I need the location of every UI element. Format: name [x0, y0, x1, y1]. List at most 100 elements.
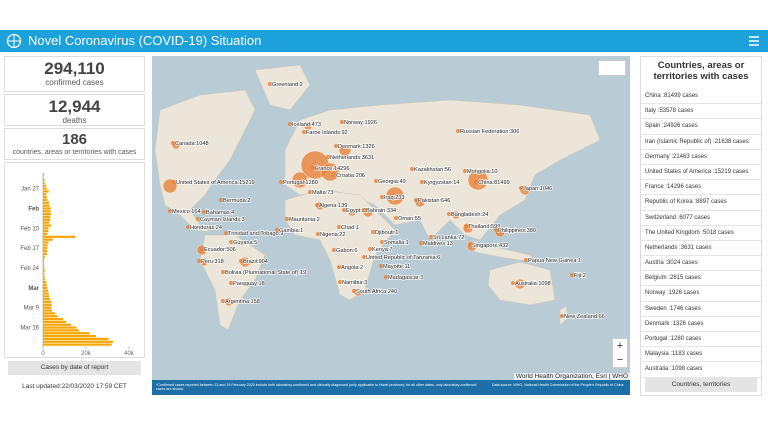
country-row[interactable]: France :14296 cases	[641, 180, 761, 196]
case-dot	[285, 217, 289, 221]
country-row[interactable]: The United Kingdom :5018 cases	[641, 226, 761, 241]
footnote: *Confirmed cases reported between 13 and…	[156, 383, 477, 391]
list-selector[interactable]: Countries, territories	[645, 378, 757, 392]
map-label: New Zealand:66	[564, 314, 605, 320]
y-tick-label: Feb 10	[20, 226, 39, 232]
map-label: Iceland:473	[292, 122, 321, 128]
case-dot	[200, 247, 204, 251]
bar	[43, 300, 52, 304]
menu-button[interactable]	[748, 35, 760, 47]
country-row[interactable]: Switzerland :6077 cases	[641, 211, 761, 226]
map-label: Georgia:49	[378, 179, 406, 185]
map-label: Kazakhstan:56	[414, 167, 451, 173]
chart-selector[interactable]: Cases by date of report	[8, 361, 141, 375]
case-dot	[288, 122, 292, 126]
bar	[43, 264, 45, 267]
map-label: Nigeria:22	[320, 232, 346, 238]
header-title: Novel Coronavirus (COVID-19) Situation	[28, 33, 262, 48]
case-dot	[379, 264, 383, 268]
country-row[interactable]: Republic of Korea :8897 cases	[641, 195, 761, 211]
case-dot	[494, 228, 498, 232]
case-dot	[197, 259, 201, 263]
case-dot	[340, 120, 344, 124]
country-row[interactable]: Denmark :1326 cases	[641, 317, 761, 332]
bar	[43, 255, 45, 258]
x-tick-label: 0	[41, 351, 45, 357]
country-row[interactable]: Malaysia :1183 cases	[641, 347, 761, 363]
bar	[43, 252, 48, 255]
map-label: Gambia:1	[279, 228, 303, 234]
country-row[interactable]: Norway :1926 cases	[641, 286, 761, 302]
map-label: Philippines:380	[498, 228, 536, 234]
bar	[43, 218, 51, 221]
bar	[43, 292, 49, 295]
bar	[43, 249, 48, 253]
map-label: Madagascar:3	[388, 275, 423, 281]
case-dot	[219, 198, 223, 202]
country-row[interactable]: Spain :24926 cases	[641, 119, 761, 135]
bar	[43, 190, 49, 193]
stat-value: 12,944	[48, 97, 101, 116]
case-bubble	[303, 121, 313, 131]
case-dot	[337, 265, 341, 269]
case-dot	[302, 130, 306, 134]
country-row[interactable]: Germany :21463 cases	[641, 150, 761, 165]
x-tick-label: 20k	[81, 351, 92, 357]
map-label: Australia:1098	[515, 281, 551, 287]
map-label: Algeria:139	[319, 203, 347, 209]
case-dot	[202, 210, 206, 214]
case-dot	[362, 208, 366, 212]
case-dot	[229, 240, 233, 244]
map-label: Norway:1926	[344, 120, 377, 126]
who-logo	[6, 33, 22, 49]
map-label: Thailand:599	[468, 224, 500, 230]
case-dot	[463, 169, 467, 173]
country-row[interactable]: Belgium :2815 cases	[641, 271, 761, 287]
case-dot	[419, 241, 423, 245]
case-dot	[456, 129, 460, 133]
bar	[43, 227, 49, 230]
zoom-controls[interactable]: + −	[612, 338, 628, 368]
country-row[interactable]: Iran (Islamic Republic of) :21638 cases	[641, 135, 761, 150]
bar	[43, 176, 44, 179]
country-row[interactable]: China :81499 cases	[641, 89, 761, 105]
map-label: Bahrain:334	[366, 208, 396, 214]
map-tools[interactable]	[598, 60, 626, 76]
case-dot	[229, 281, 233, 285]
country-row[interactable]: United States of America :15219 cases	[641, 165, 761, 181]
country-row[interactable]: Australia :1098 cases	[641, 362, 761, 378]
country-row[interactable]: Austria :3024 cases	[641, 256, 761, 272]
country-row[interactable]: Sweden :1746 cases	[641, 302, 761, 317]
bar	[43, 204, 50, 207]
bar	[43, 198, 48, 202]
stat-box: 186 countries, areas or territories with…	[4, 128, 145, 160]
country-row[interactable]: Netherlands :3631 cases	[641, 241, 761, 257]
bar	[43, 329, 80, 332]
case-dot	[186, 225, 190, 229]
bar	[43, 238, 53, 241]
stat-label: deaths	[62, 116, 87, 125]
case-dot	[468, 243, 472, 247]
map-label: Pakistan:646	[418, 198, 450, 204]
map-label: Bangladesh:24	[451, 212, 488, 218]
map-label: Malta:73	[312, 190, 333, 196]
map-label: Guyana:5	[233, 240, 257, 246]
country-row[interactable]: Italy :53578 cases	[641, 104, 761, 120]
bar	[43, 272, 45, 275]
bar	[43, 289, 48, 292]
landmass	[154, 89, 256, 233]
case-bubble	[451, 210, 461, 220]
case-dot	[168, 209, 172, 213]
map-label: Iraq:233	[384, 195, 405, 201]
map[interactable]: Greenland:2 Iceland:473 Faroe Islands:92 No…	[152, 56, 630, 380]
list-title: Countries, areas or territories with cas…	[653, 60, 749, 82]
country-row[interactable]: Portugal :1280 cases	[641, 332, 761, 348]
case-bubble	[514, 278, 526, 290]
map-label: Ecuador:506	[204, 247, 236, 253]
map-label: France:14296	[315, 166, 350, 172]
case-dot	[560, 314, 564, 318]
case-dot	[447, 212, 451, 216]
bar	[43, 261, 45, 264]
map-label: Djibouti:1	[375, 230, 398, 236]
bar	[43, 326, 77, 329]
